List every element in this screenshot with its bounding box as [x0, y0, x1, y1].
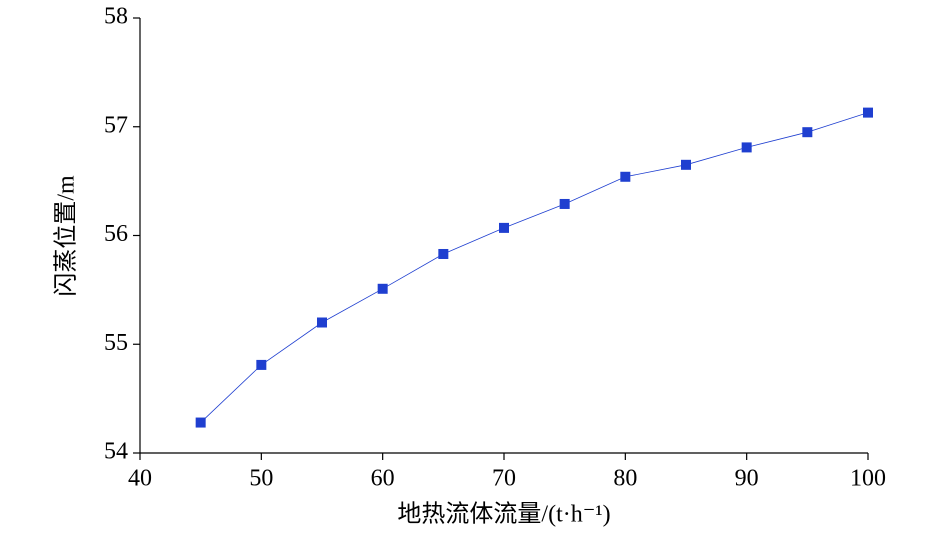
y-tick-label: 55: [104, 330, 128, 356]
point-marker: [499, 222, 509, 233]
y-tick-label: 56: [104, 221, 128, 247]
point-marker: [559, 198, 570, 209]
point-marker: [741, 142, 752, 153]
x-tick-label: 70: [492, 466, 516, 492]
x-tick-label: 80: [613, 466, 637, 492]
point-marker: [863, 107, 873, 118]
y-tick-label: 54: [104, 439, 128, 465]
x-tick-label: 40: [128, 466, 152, 492]
y-axis-label: 闪蒸位置/m: [53, 175, 80, 297]
x-axis-label: 地热流体流量/(t·h⁻¹): [397, 501, 610, 528]
point-marker: [377, 283, 388, 294]
x-tick-label: 60: [371, 466, 395, 492]
point-marker: [195, 417, 206, 428]
series-line: [200, 112, 869, 423]
point-marker: [681, 159, 691, 170]
point-marker: [438, 248, 449, 259]
point-marker: [620, 171, 631, 182]
point-marker: [256, 359, 267, 370]
point-marker: [802, 127, 813, 138]
x-tick-label: 90: [735, 466, 759, 492]
y-tick-label: 58: [104, 4, 128, 30]
point-marker: [317, 317, 327, 328]
x-tick-label: 100: [850, 466, 886, 492]
x-tick-label: 50: [249, 466, 273, 492]
y-tick-label: 57: [104, 112, 128, 138]
